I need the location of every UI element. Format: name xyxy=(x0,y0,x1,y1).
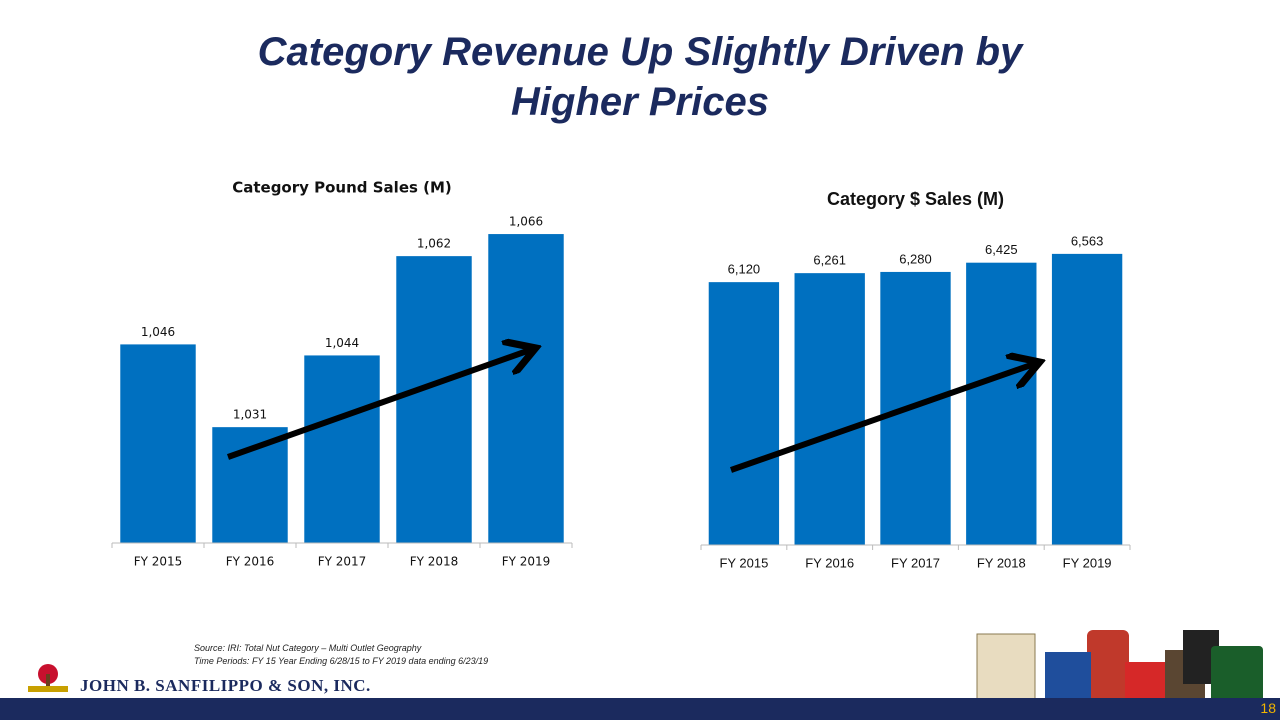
bar xyxy=(396,256,472,543)
bar xyxy=(708,282,780,545)
x-tick-label: FY 2018 xyxy=(977,555,1026,570)
chart-title: Category Pound Sales (M) xyxy=(232,179,452,197)
slide-title: Category Revenue Up Slightly Driven by xyxy=(257,30,1023,74)
value-label: 1,046 xyxy=(141,325,175,339)
source-note: Source: IRI: Total Nut Category – Multi … xyxy=(194,643,422,653)
x-tick-label: FY 2015 xyxy=(134,555,183,569)
footer-band xyxy=(0,698,1280,720)
x-tick-label: FY 2018 xyxy=(410,555,459,569)
slide-title: Higher Prices xyxy=(511,80,769,124)
value-label: 6,425 xyxy=(985,242,1018,257)
charts: Category Pound Sales (M) 1,046 FY 2015 1,03… xyxy=(111,179,1131,570)
value-label: 6,261 xyxy=(813,253,846,268)
value-label: 6,563 xyxy=(1071,233,1104,248)
page-number: 18 xyxy=(1260,700,1276,716)
bar xyxy=(794,273,865,545)
x-tick-label: FY 2017 xyxy=(318,555,367,569)
x-tick-label: FY 2015 xyxy=(719,555,768,570)
chart-title: Category $ Sales (M) xyxy=(827,189,1004,209)
value-label: 6,120 xyxy=(728,262,761,277)
value-label: 6,280 xyxy=(899,251,932,266)
bar xyxy=(1051,253,1123,545)
bar xyxy=(488,234,564,544)
bar xyxy=(304,355,380,543)
x-tick-label: FY 2017 xyxy=(891,555,940,570)
logo xyxy=(28,664,68,692)
source-note: Time Periods: FY 15 Year Ending 6/28/15 … xyxy=(194,656,489,666)
value-label: 1,066 xyxy=(509,215,543,229)
x-tick-label: FY 2019 xyxy=(1063,555,1112,570)
bar xyxy=(966,262,1037,545)
x-tick-label: FY 2016 xyxy=(226,555,275,569)
x-tick-label: FY 2019 xyxy=(502,555,551,569)
value-label: 1,044 xyxy=(325,336,359,350)
bar xyxy=(120,344,196,543)
value-label: 1,062 xyxy=(417,237,451,251)
trend-arrow xyxy=(730,364,1034,473)
value-label: 1,031 xyxy=(233,408,267,422)
bar xyxy=(212,427,288,543)
company-name: JOHN B. SANFILIPPO & SON, INC. xyxy=(80,676,371,695)
trend-arrow xyxy=(226,350,530,460)
x-tick-label: FY 2016 xyxy=(805,555,854,570)
